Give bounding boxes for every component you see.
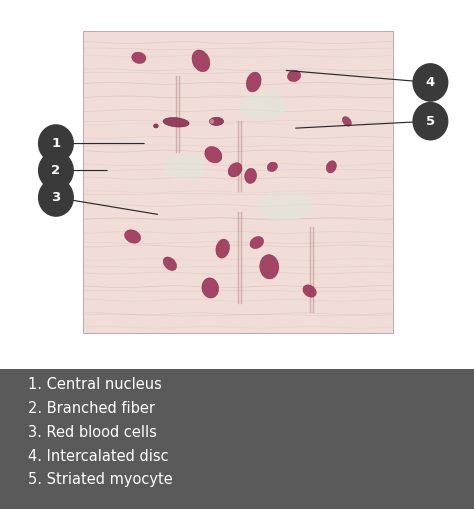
- Ellipse shape: [245, 168, 256, 184]
- Text: 1: 1: [51, 137, 61, 150]
- Ellipse shape: [228, 163, 242, 177]
- Text: 5. Striated myocyte: 5. Striated myocyte: [28, 472, 173, 488]
- Ellipse shape: [260, 254, 279, 279]
- Text: 4: 4: [426, 76, 435, 89]
- Circle shape: [412, 63, 448, 102]
- Ellipse shape: [287, 70, 301, 81]
- Ellipse shape: [192, 50, 210, 72]
- Text: 5: 5: [426, 115, 435, 128]
- Circle shape: [38, 178, 74, 217]
- Ellipse shape: [210, 118, 224, 126]
- Ellipse shape: [202, 278, 219, 298]
- Ellipse shape: [163, 118, 189, 127]
- Ellipse shape: [250, 237, 264, 248]
- Text: 3: 3: [51, 191, 61, 204]
- Ellipse shape: [342, 117, 351, 126]
- Ellipse shape: [303, 285, 316, 297]
- Text: 3. Red blood cells: 3. Red blood cells: [28, 425, 157, 440]
- Ellipse shape: [154, 124, 158, 128]
- Ellipse shape: [240, 91, 286, 121]
- Text: 2: 2: [51, 164, 61, 177]
- Circle shape: [210, 119, 214, 124]
- Ellipse shape: [125, 230, 141, 243]
- Ellipse shape: [216, 239, 229, 258]
- Ellipse shape: [163, 257, 177, 270]
- Circle shape: [38, 124, 74, 163]
- Ellipse shape: [165, 153, 206, 181]
- Ellipse shape: [246, 72, 261, 92]
- Ellipse shape: [326, 161, 337, 173]
- Ellipse shape: [267, 162, 277, 172]
- Circle shape: [38, 151, 74, 190]
- Ellipse shape: [132, 52, 146, 64]
- Bar: [83, 31, 393, 333]
- Bar: [0, 369, 474, 509]
- Ellipse shape: [205, 147, 222, 163]
- Text: 1. Central nucleus: 1. Central nucleus: [28, 377, 162, 392]
- Ellipse shape: [257, 191, 313, 221]
- Circle shape: [412, 102, 448, 140]
- Text: 2. Branched fiber: 2. Branched fiber: [28, 401, 155, 416]
- Text: 4. Intercalated disc: 4. Intercalated disc: [28, 448, 169, 464]
